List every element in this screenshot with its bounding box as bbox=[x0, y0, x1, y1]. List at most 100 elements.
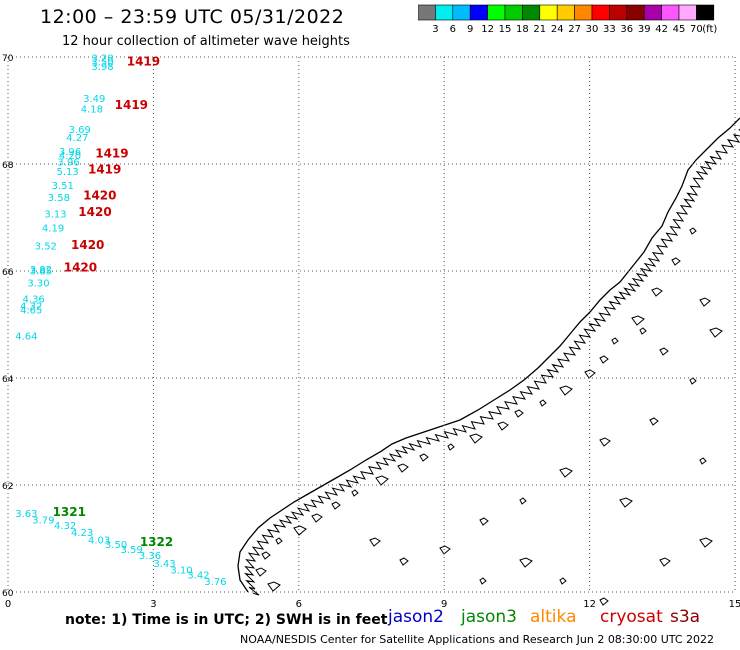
island-outline bbox=[479, 517, 489, 526]
pass-time-label: 1419 bbox=[95, 147, 128, 161]
y-tick-label: 62 bbox=[2, 482, 13, 492]
x-tick-label: 12 bbox=[583, 599, 596, 610]
pass-time-label: 1420 bbox=[64, 261, 97, 275]
island-outline bbox=[649, 417, 659, 426]
colorbar-label: 70 bbox=[690, 24, 703, 35]
island-outline bbox=[599, 355, 609, 364]
wave-height-label: 4.64 bbox=[15, 331, 37, 342]
colorbar-label: 15 bbox=[499, 24, 512, 35]
y-tick-label: 68 bbox=[2, 161, 14, 171]
wave-height-label: 4.19 bbox=[42, 223, 64, 234]
wave-height-label: 4.32 bbox=[20, 302, 42, 313]
island-outline bbox=[631, 315, 645, 326]
island-outline bbox=[519, 497, 527, 505]
colorbar-label: 6 bbox=[450, 24, 456, 35]
island-outline bbox=[267, 581, 281, 592]
island-outline bbox=[331, 501, 341, 510]
island-outline bbox=[651, 287, 663, 297]
colorbar-label: 45 bbox=[673, 24, 686, 35]
wave-height-label: 3.52 bbox=[35, 242, 57, 253]
island-outline bbox=[599, 597, 609, 606]
island-outline bbox=[611, 337, 619, 345]
satellite-legend-altika: altika bbox=[530, 607, 577, 627]
coastline bbox=[237, 117, 740, 606]
island-outline bbox=[709, 327, 723, 338]
satellite-legend-cryosat: cryosat bbox=[600, 607, 663, 627]
x-tick-label: 0 bbox=[5, 599, 11, 610]
island-outline bbox=[559, 577, 567, 585]
island-outline bbox=[375, 475, 389, 486]
satellite-legend-s3a: s3a bbox=[670, 607, 701, 627]
wave-height-label: 3.10 bbox=[170, 565, 192, 576]
x-tick-label: 3 bbox=[150, 599, 156, 610]
wave-height-label: 3.51 bbox=[52, 181, 74, 192]
wave-height-label: 3.79 bbox=[32, 516, 54, 527]
island-outline bbox=[275, 537, 283, 545]
wave-height-label: 3.30 bbox=[27, 279, 49, 290]
axis-tick-labels: 0 3 6 9 12 15 60 62 64 66 68 70 bbox=[2, 54, 740, 610]
island-outline bbox=[659, 347, 669, 356]
wave-height-label: 4.18 bbox=[81, 105, 103, 116]
wave-height-label: 3.69 bbox=[69, 125, 91, 136]
wave-height-label: 3.50 bbox=[105, 540, 127, 551]
wave-height-label: 3.36 bbox=[139, 551, 161, 562]
wave-height-label: 3.63 bbox=[15, 509, 37, 520]
island-outline bbox=[514, 409, 524, 418]
wave-height-label: 3.50 bbox=[91, 58, 113, 69]
island-outline bbox=[699, 457, 707, 465]
island-outline bbox=[689, 377, 697, 385]
island-outline bbox=[255, 567, 267, 577]
wave-height-label: 3.85 bbox=[30, 267, 52, 278]
wave-height-label: 3.76 bbox=[204, 577, 226, 588]
island-outline bbox=[351, 489, 359, 497]
colorbar-label: 27 bbox=[568, 24, 581, 35]
island-outline bbox=[399, 557, 409, 566]
wave-height-label: 3.82 bbox=[30, 265, 52, 276]
wave-height-label: 3.98 bbox=[91, 62, 113, 73]
wave-height-label: 3.42 bbox=[187, 571, 209, 582]
colorbar-label: 24 bbox=[551, 24, 564, 35]
pass-time-label: 1419 bbox=[127, 55, 160, 69]
x-tick-label: 15 bbox=[729, 599, 740, 610]
wave-height-label: 3.59 bbox=[120, 545, 142, 556]
y-tick-label: 64 bbox=[2, 375, 14, 385]
wave-height-label: 4.32 bbox=[54, 521, 76, 532]
wave-height-label: 3.58 bbox=[48, 193, 70, 204]
island-outline bbox=[559, 467, 573, 478]
x-tick-label: 6 bbox=[296, 599, 302, 610]
colorbar-label: 18 bbox=[516, 24, 529, 35]
pass-time-label: 1420 bbox=[71, 238, 104, 252]
lat-lon-grid bbox=[7, 56, 736, 593]
wave-height-label: 4.23 bbox=[71, 528, 93, 539]
island-outline bbox=[699, 297, 711, 307]
island-outline bbox=[599, 437, 611, 447]
wave-height-label: 4.36 bbox=[23, 295, 45, 306]
pass-time-label: 1420 bbox=[78, 205, 111, 219]
colorbar-label: 12 bbox=[481, 24, 494, 35]
x-tick-label: 9 bbox=[441, 599, 447, 610]
pass-time-label: 1419 bbox=[115, 98, 148, 112]
island-outline bbox=[639, 327, 647, 335]
wave-height-label: 4.20 bbox=[59, 151, 81, 162]
island-outline bbox=[419, 453, 429, 462]
island-outline bbox=[261, 551, 271, 560]
footer-credit: NOAA/NESDIS Center for Satellite Applica… bbox=[240, 633, 715, 646]
wave-height-label: 3.96 bbox=[59, 147, 81, 158]
satellite-legend-jason2: jason2 bbox=[388, 607, 444, 627]
island-outline bbox=[469, 433, 483, 444]
norway-coast bbox=[237, 117, 740, 593]
y-tick-label: 70 bbox=[2, 54, 14, 64]
colorbar-label: 33 bbox=[603, 24, 616, 35]
wave-height-label: 5.13 bbox=[56, 167, 78, 178]
island-outline bbox=[397, 463, 409, 473]
island-outline bbox=[584, 369, 596, 379]
y-tick-label: 66 bbox=[2, 268, 14, 278]
island-outline bbox=[689, 227, 697, 235]
wave-height-label: 3.43 bbox=[153, 559, 175, 570]
colorbar-unit: (ft) bbox=[702, 24, 717, 35]
island-outline bbox=[659, 557, 671, 567]
colorbar-label: 3 bbox=[432, 24, 438, 35]
colorbar-label: 42 bbox=[655, 24, 668, 35]
colorbar-swatch bbox=[696, 4, 715, 21]
